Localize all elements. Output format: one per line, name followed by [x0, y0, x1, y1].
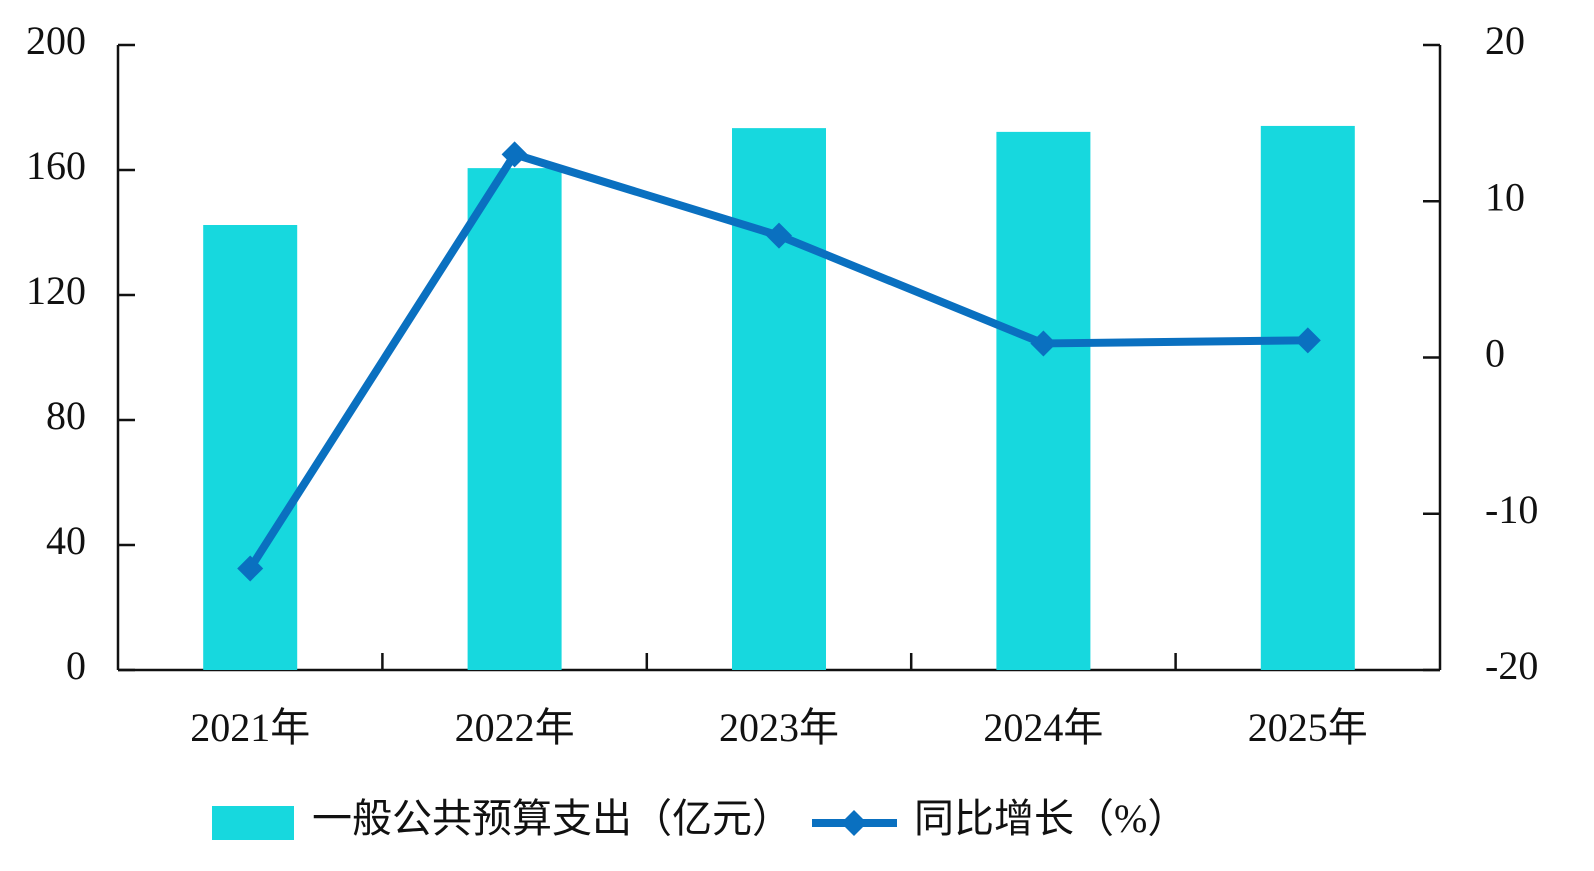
- y-tick-label: 40: [46, 518, 86, 563]
- y-tick-label: 80: [46, 393, 86, 438]
- marker: [1294, 327, 1321, 354]
- marker: [501, 141, 528, 168]
- marker: [1030, 330, 1057, 357]
- marker: [766, 222, 792, 249]
- x-tick-label: 2023年: [719, 705, 839, 750]
- x-tick-label: 2021年: [190, 705, 310, 750]
- x-tick-label: 2025年: [1248, 705, 1368, 750]
- bar: [996, 131, 1091, 670]
- y2-tick-label: 20: [1485, 18, 1525, 63]
- y-tick-label: 200: [26, 18, 86, 63]
- legend-marker: [841, 810, 867, 836]
- legend-label: 一般公共预算支出（亿元）: [312, 796, 792, 841]
- legend-swatch: [212, 806, 294, 840]
- legend-label: 同比增长（%）: [914, 796, 1187, 841]
- bar: [467, 168, 562, 670]
- x-tick-label: 2022年: [455, 705, 575, 750]
- marker: [237, 555, 264, 582]
- bar: [203, 225, 298, 670]
- y-tick-label: 160: [26, 143, 86, 188]
- y2-tick-label: 0: [1485, 331, 1505, 376]
- x-tick-label: 2024年: [983, 705, 1103, 750]
- bar: [1260, 125, 1355, 670]
- y-tick-label: 120: [26, 268, 86, 313]
- y2-tick-label: -10: [1485, 487, 1538, 532]
- bar: [732, 128, 826, 670]
- y2-tick-label: -20: [1485, 643, 1538, 688]
- y-tick-label: 0: [66, 643, 86, 688]
- y2-tick-label: 10: [1485, 174, 1525, 219]
